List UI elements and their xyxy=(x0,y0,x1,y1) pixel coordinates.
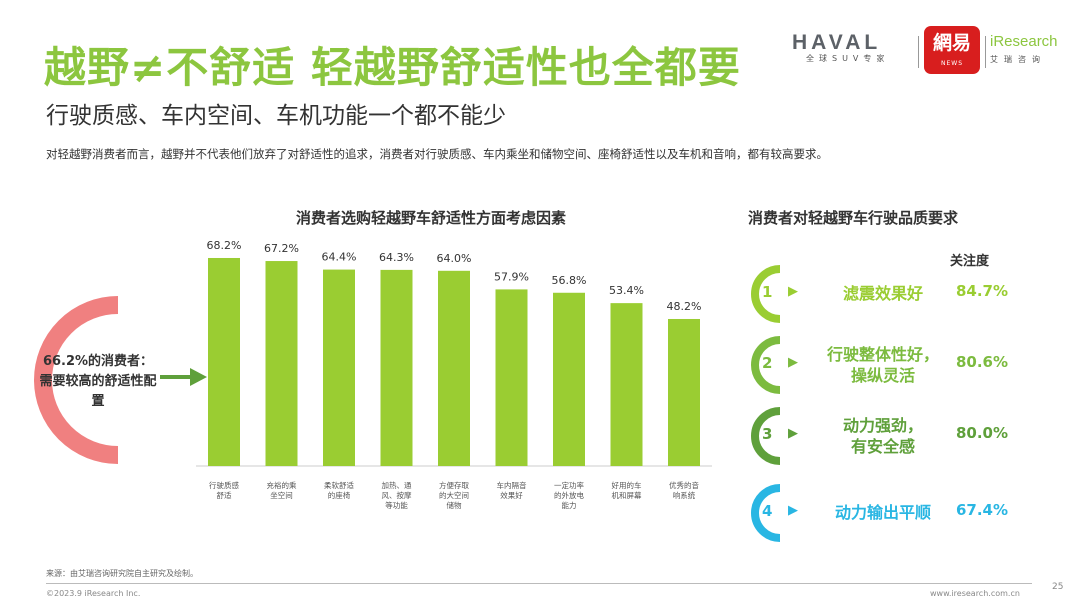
netease-sub: NEWS xyxy=(940,60,964,67)
bar-value-label: 68.2% xyxy=(207,239,242,252)
rank-number: 3 xyxy=(762,425,773,443)
iresearch-wordmark: iResearch xyxy=(990,33,1058,50)
requirement-label: 行驶整体性好， 操纵灵活 xyxy=(826,345,939,385)
bar-5 xyxy=(438,270,470,466)
requirement-item: 4 ▶ 动力输出平顺 67.4% xyxy=(738,482,1038,542)
page-number: 25 xyxy=(1052,582,1064,592)
bar-category-label: 加热、通风、按摩等功能 xyxy=(382,480,412,510)
haval-logo: HAVAL 全球SUV专家 xyxy=(792,31,914,64)
bar-4 xyxy=(380,269,413,466)
bar-category-label: 方便存取的大空间储物 xyxy=(439,480,469,510)
bar-chart-title: 消费者选购轻越野车舒适性方面考虑因素 xyxy=(296,209,567,227)
requirements-title: 消费者对轻越野车行驶品质要求 xyxy=(748,209,959,227)
bar-9 xyxy=(668,318,700,466)
bar-value-label: 67.2% xyxy=(264,242,299,255)
rank-number: 2 xyxy=(762,354,773,372)
page-title: 越野≠不舒适 轻越野舒适性也全都要 xyxy=(44,43,741,92)
bar-7 xyxy=(553,292,585,466)
bar-3 xyxy=(323,269,355,466)
bar-6 xyxy=(495,289,528,466)
bar-value-label: 57.9% xyxy=(494,270,529,283)
requirement-label: 滤震效果好 xyxy=(842,284,923,303)
footer-divider xyxy=(46,583,1032,584)
bar-category-label: 柔软舒适的座椅 xyxy=(324,480,354,500)
requirement-value: 80.6% xyxy=(955,353,1008,371)
play-arrow-icon: ▶ xyxy=(788,284,798,299)
requirement-value: 67.4% xyxy=(955,501,1008,519)
netease-wordmark: 網易 xyxy=(932,32,971,54)
bar-value-label: 64.3% xyxy=(379,251,414,264)
requirement-item: 2 ▶ 行驶整体性好， 操纵灵活 80.6% xyxy=(738,334,1038,394)
iresearch-sub: 艾瑞咨询 xyxy=(990,55,1046,64)
play-arrow-icon: ▶ xyxy=(788,426,798,441)
callout-ring xyxy=(34,296,119,464)
website: www.iresearch.com.cn xyxy=(930,589,1020,598)
callout-arrowhead xyxy=(190,368,207,386)
bar-value-label: 48.2% xyxy=(667,300,702,313)
callout-text: 66.2%的消费者：需要较高的舒适性配置 xyxy=(39,354,157,409)
requirement-item: 3 ▶ 动力强劲， 有安全感 80.0% xyxy=(738,405,1038,465)
source-note: 来源：由艾瑞咨询研究院自主研究及绘制。 xyxy=(46,569,198,578)
rank-number: 1 xyxy=(762,283,773,301)
logo-divider xyxy=(985,36,986,68)
haval-wordmark: HAVAL xyxy=(792,31,882,54)
bar-8 xyxy=(610,303,643,466)
rank-ring xyxy=(751,407,781,465)
haval-tagline: 全球SUV专家 xyxy=(806,54,890,63)
play-arrow-icon: ▶ xyxy=(788,503,798,518)
bar-category-label: 充裕的乘坐空间 xyxy=(267,480,297,500)
rank-ring xyxy=(751,265,781,323)
play-arrow-icon: ▶ xyxy=(788,355,798,370)
requirement-label: 动力强劲， 有安全感 xyxy=(842,416,923,456)
page-description: 对轻越野消费者而言，越野并不代表他们放弃了对舒适性的追求，消费者对行驶质感、车内… xyxy=(46,147,828,161)
bar-value-label: 53.4% xyxy=(609,284,644,297)
bar-value-label: 64.4% xyxy=(322,251,357,264)
bar-category-label: 车内隔音效果好 xyxy=(497,480,527,500)
bar-1 xyxy=(208,257,240,466)
netease-logo: 網易 NEWS xyxy=(924,26,980,74)
requirement-item: 1 ▶ 滤震效果好 84.7% xyxy=(738,263,1038,323)
bar-category-label: 一定功率的外放电能力 xyxy=(554,480,584,510)
copyright: ©2023.9 iResearch Inc. xyxy=(46,589,141,598)
bar-category-label: 行驶质感舒适 xyxy=(209,480,239,500)
logo-divider xyxy=(918,36,919,68)
rank-number: 4 xyxy=(762,502,773,520)
bar-value-label: 56.8% xyxy=(552,274,587,287)
bar-category-label: 好用的车机和屏幕 xyxy=(612,480,642,500)
iresearch-logo: iResearch 艾瑞咨询 xyxy=(990,33,1070,65)
rank-ring xyxy=(751,484,781,542)
requirement-label: 动力输出平顺 xyxy=(834,503,931,522)
bar-chart: 68.2% 行驶质感舒适 67.2% 充裕的乘坐空间 64.4% 柔软舒适的座椅 64.3%… xyxy=(34,239,712,510)
bar-category-label: 优秀的音响系统 xyxy=(669,480,699,500)
requirement-value: 80.0% xyxy=(955,424,1008,442)
bar-2 xyxy=(265,261,298,466)
bar-value-label: 64.0% xyxy=(437,252,472,265)
requirement-value: 84.7% xyxy=(955,282,1008,300)
page-subtitle: 行驶质感、车内空间、车机功能一个都不能少 xyxy=(46,103,506,129)
attention-column-header: 关注度 xyxy=(950,254,990,269)
rank-ring xyxy=(751,336,781,394)
